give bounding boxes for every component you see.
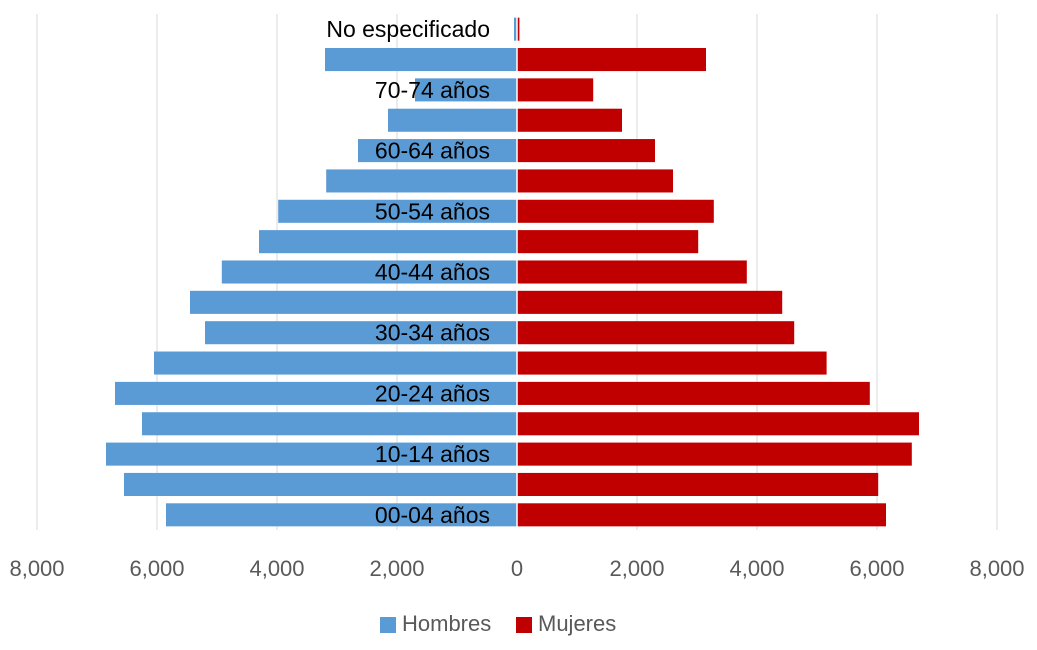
bar-mujeres-2 bbox=[517, 442, 912, 466]
bar-hombres-9 bbox=[259, 230, 517, 254]
legend: Hombres Mujeres bbox=[380, 611, 616, 636]
bar-mujeres-8 bbox=[517, 260, 747, 284]
bar-hombres-2 bbox=[106, 442, 517, 466]
legend-swatch-hombres bbox=[380, 617, 396, 633]
bar-hombres-1 bbox=[124, 472, 517, 497]
category-labels: 00-04 años 10-14 años 20-24 años 30-34 años… bbox=[326, 16, 490, 528]
legend-label-hombres: Hombres bbox=[402, 611, 491, 636]
bar-hombres-15 bbox=[325, 47, 517, 72]
bar-mujeres-16 bbox=[517, 17, 520, 41]
bar-mujeres-11 bbox=[517, 169, 673, 193]
bar-mujeres-9 bbox=[517, 230, 699, 254]
x-tick-label: 0 bbox=[511, 556, 523, 581]
bar-mujeres-6 bbox=[517, 321, 795, 345]
category-label: 10-14 años bbox=[375, 441, 490, 467]
bar-hombres-11 bbox=[326, 169, 517, 193]
bar-hombres-16 bbox=[514, 17, 517, 41]
bar-hombres-12 bbox=[358, 139, 517, 163]
bar-mujeres-15 bbox=[517, 47, 706, 72]
bar-mujeres-5 bbox=[517, 351, 827, 375]
x-tick-label: 6,000 bbox=[849, 556, 904, 581]
category-label: 30-34 años bbox=[375, 320, 490, 346]
x-axis: 8,000 6,000 4,000 2,000 0 2,000 4,000 6,000 8,00… bbox=[9, 556, 1024, 581]
bar-mujeres-3 bbox=[517, 412, 919, 436]
bar-hombres-5 bbox=[154, 351, 517, 375]
category-label: 70-74 años bbox=[375, 77, 490, 103]
x-tick-label: 4,000 bbox=[249, 556, 304, 581]
legend-label-mujeres: Mujeres bbox=[538, 611, 616, 636]
bar-mujeres-13 bbox=[517, 108, 622, 132]
x-tick-label: 4,000 bbox=[729, 556, 784, 581]
bar-hombres-7 bbox=[190, 290, 517, 314]
bar-mujeres-14 bbox=[517, 78, 594, 102]
bar-mujeres-10 bbox=[517, 199, 714, 223]
legend-swatch-mujeres bbox=[516, 617, 532, 633]
bar-mujeres-4 bbox=[517, 381, 870, 405]
bar-mujeres-1 bbox=[517, 472, 879, 497]
x-tick-label: 2,000 bbox=[609, 556, 664, 581]
category-label: 00-04 años bbox=[375, 502, 490, 528]
bar-hombres-6 bbox=[205, 321, 517, 345]
bars bbox=[106, 14, 919, 530]
bar-hombres-8 bbox=[221, 260, 518, 284]
category-label: 60-64 años bbox=[375, 138, 490, 164]
bar-mujeres-0 bbox=[517, 503, 886, 527]
bar-mujeres-7 bbox=[517, 290, 783, 314]
x-tick-label: 8,000 bbox=[9, 556, 64, 581]
bar-mujeres-12 bbox=[517, 139, 655, 163]
bar-hombres-3 bbox=[142, 412, 517, 436]
x-tick-label: 2,000 bbox=[369, 556, 424, 581]
bar-hombres-13 bbox=[388, 108, 517, 132]
category-label: No especificado bbox=[326, 16, 490, 42]
category-label: 50-54 años bbox=[375, 198, 490, 224]
category-label: 20-24 años bbox=[375, 380, 490, 406]
bar-hombres-10 bbox=[278, 199, 517, 223]
x-tick-label: 6,000 bbox=[129, 556, 184, 581]
x-tick-label: 8,000 bbox=[969, 556, 1024, 581]
category-label: 40-44 años bbox=[375, 259, 490, 285]
bar-hombres-14 bbox=[415, 78, 517, 102]
bar-hombres-4 bbox=[115, 381, 517, 405]
bar-hombres-0 bbox=[166, 503, 517, 527]
